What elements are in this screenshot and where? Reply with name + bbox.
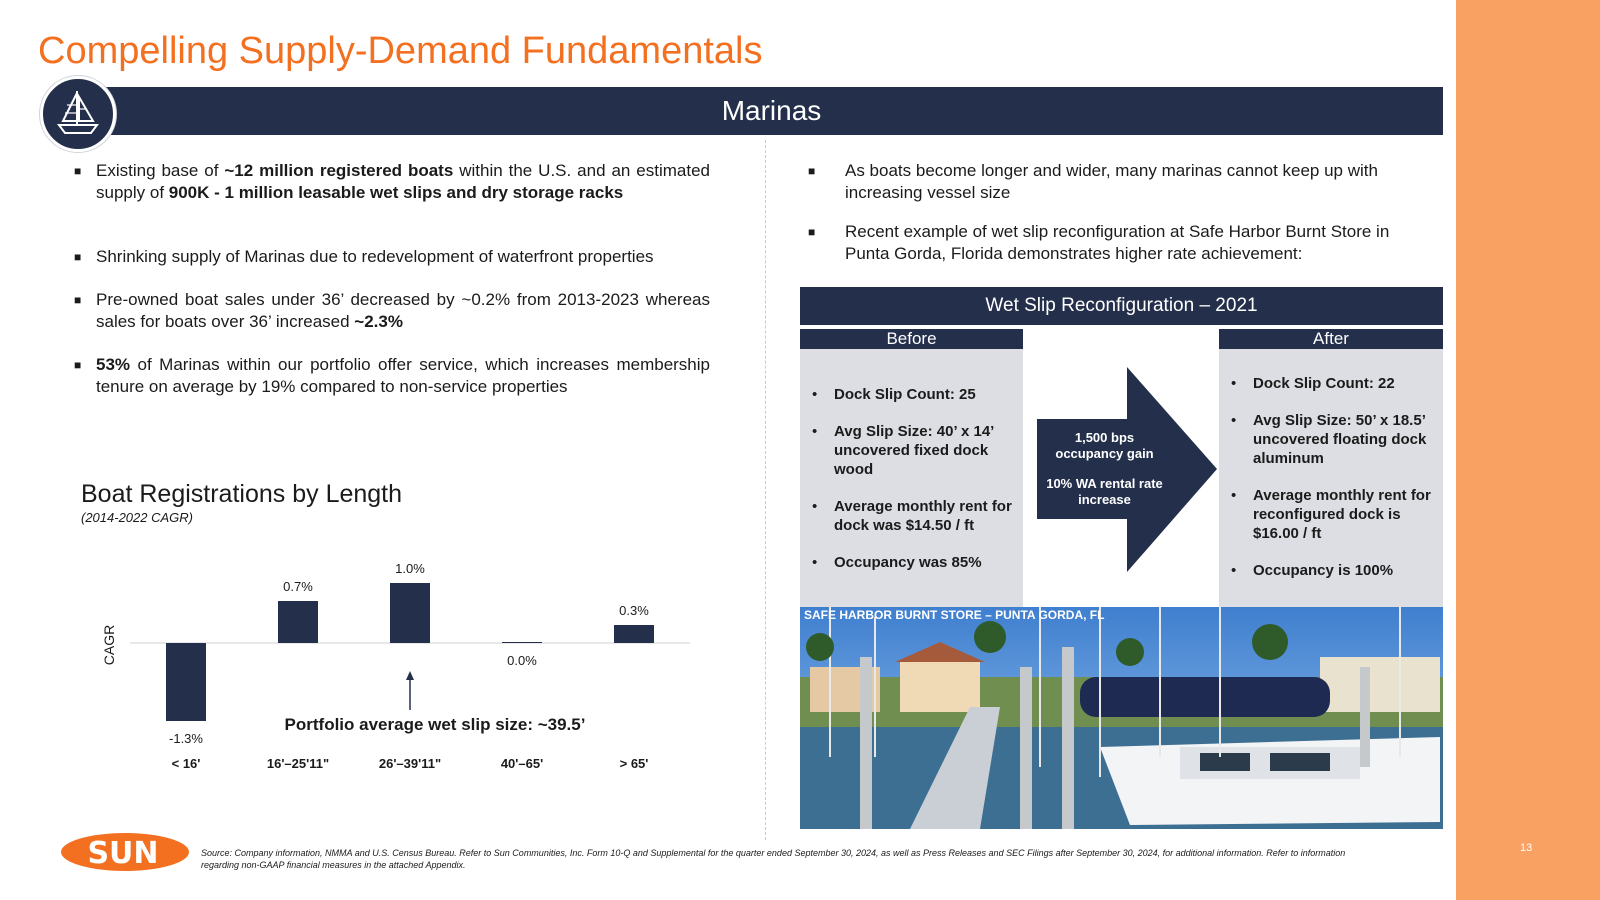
right-bullet-2: ■ Recent example of wet slip reconfigurat… [808,221,1438,265]
bar-chart: -1.3% < 16' 0.7% 16'–25'11" 1.0% 26'–39'11" 0.… [101,561,690,771]
column-divider [765,140,766,840]
category-label: 16'–25'11" [267,756,329,771]
category-label: 26'–39'11" [379,756,441,771]
annotation-arrowhead [406,671,414,680]
reconfig-header: Wet Slip Reconfiguration – 2021 [800,287,1443,325]
right-bullet-2-text: Recent example of wet slip reconfigurati… [845,222,1390,263]
after-item: Dock Slip Count: 22 [1231,374,1433,393]
bar-value-label: 0.0% [507,653,537,668]
section-banner: Marinas [100,87,1443,135]
page-number: 13 [1520,842,1533,854]
before-panel: Before Dock Slip Count: 25 Avg Slip Size… [800,329,1023,607]
category-label: < 16' [172,756,201,771]
category-label: > 65' [620,756,649,771]
before-item: Occupancy was 85% [812,553,1013,572]
bar-4 [502,642,542,643]
bar-1 [166,643,206,721]
category-label: 40'–65' [501,756,543,771]
left-bullet-1-text: Existing base of ~12 million registered … [96,161,710,202]
left-bullet-3: ■ Pre-owned boat sales under 36’ decrease… [74,290,710,331]
section-banner-label: Marinas [721,95,822,126]
bar-value-label: 0.7% [283,579,313,594]
sun-logo-text: SUN [87,836,158,871]
before-item: Average monthly rent for dock was $14.50… [812,497,1013,535]
bar-5 [614,625,654,643]
before-label: Before [800,329,1023,349]
page-title: Compelling Supply-Demand Fundamentals [38,30,763,72]
chart-annotation: Portfolio average wet slip size: ~39.5’ [285,715,586,734]
right-bullet-1-text: As boats become longer and wider, many m… [845,161,1378,202]
sailboat-icon [40,76,116,152]
marina-photo [800,607,1443,829]
left-bullet-2: ■ Shrinking supply of Marinas due to rede… [74,246,710,268]
chart-title: Boat Registrations by Length [81,480,403,508]
photo-caption: SAFE HARBOR BURNT STORE – PUNTA GORDA, F… [804,608,1105,622]
before-item: Dock Slip Count: 25 [812,385,1013,404]
after-item: Average monthly rent for reconfigured do… [1231,486,1433,543]
after-label: After [1219,329,1443,349]
source-footnote: Source: Company information, NMMA and U.… [201,848,1346,870]
bar-3 [390,583,430,643]
bar-value-label: -1.3% [169,731,203,746]
arrow-line-2: 10% WA rental rate increase [1046,476,1163,507]
right-bullet-1: ■ As boats become longer and wider, many … [808,160,1438,204]
left-bullet-3-text: Pre-owned boat sales under 36’ decreased… [96,290,710,331]
left-bullet-4-text: 53% of Marinas within our portfolio offe… [96,355,710,396]
before-item: Avg Slip Size: 40’ x 14’ uncovered fixed… [812,422,1013,479]
sun-logo: SUN [61,833,189,871]
left-bullet-4: ■ 53% of Marinas within our portfolio off… [74,355,710,396]
bar-value-label: 0.3% [619,603,649,618]
left-bullet-1: ■ Existing base of ~12 million registered… [74,161,710,202]
y-axis-label: CAGR [101,625,117,665]
after-list: Dock Slip Count: 22 Avg Slip Size: 50’ x… [1231,374,1433,598]
after-item: Occupancy is 100% [1231,561,1433,580]
chart-subtitle: (2014-2022 CAGR) [81,510,193,525]
before-list: Dock Slip Count: 25 Avg Slip Size: 40’ x… [812,385,1013,590]
left-bullet-2-text: Shrinking supply of Marinas due to redev… [96,247,654,266]
arrow-text: 1,500 bps occupancy gain 10% WA rental r… [1042,430,1167,508]
bar-value-label: 1.0% [395,561,425,576]
after-item: Avg Slip Size: 50’ x 18.5’ uncovered flo… [1231,411,1433,468]
bar-2 [278,601,318,643]
after-panel: After Dock Slip Count: 22 Avg Slip Size:… [1219,329,1443,607]
arrow-line-1: 1,500 bps occupancy gain [1055,430,1154,461]
change-arrow [1037,367,1217,572]
side-accent-band [1456,0,1600,900]
